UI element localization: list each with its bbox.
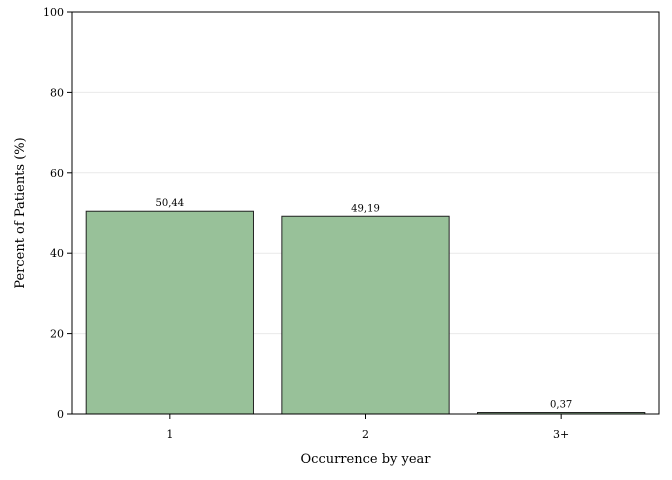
x-tick-label: 1 xyxy=(166,428,173,441)
data-label-1: 50,44 xyxy=(156,198,185,209)
y-tick-label: 60 xyxy=(50,167,64,180)
y-tick-label: 40 xyxy=(50,247,64,260)
data-label-3+: 0,37 xyxy=(550,400,572,411)
y-axis-ticks: 0 20 40 60 80 100 xyxy=(43,6,72,421)
data-labels: 50,44 49,19 0,37 xyxy=(156,198,573,410)
y-tick-label: 100 xyxy=(43,6,64,19)
x-axis-title: Occurrence by year xyxy=(301,452,432,467)
y-tick-label: 80 xyxy=(50,86,64,99)
y-tick-label: 20 xyxy=(50,328,64,341)
data-label-2: 49,19 xyxy=(351,203,380,214)
y-tick-label: 0 xyxy=(57,408,64,421)
bar-2 xyxy=(281,215,450,415)
bars xyxy=(85,210,646,415)
x-axis-ticks: 1 2 3+ xyxy=(166,414,569,441)
x-tick-label: 3+ xyxy=(553,428,569,441)
bar-1 xyxy=(85,210,254,415)
y-axis-title: Percent of Patients (%) xyxy=(13,137,28,288)
x-tick-label: 2 xyxy=(362,428,369,441)
